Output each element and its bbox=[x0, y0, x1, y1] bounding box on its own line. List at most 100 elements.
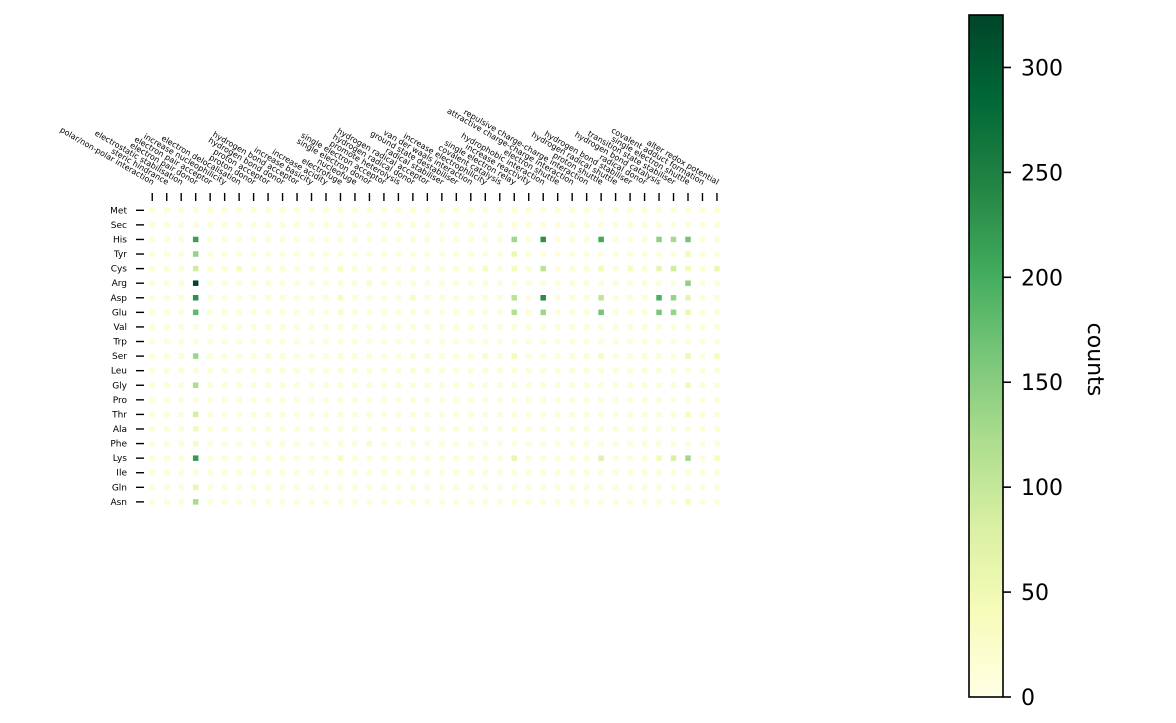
heatmap-cell bbox=[468, 367, 474, 374]
heatmap-cell bbox=[612, 499, 619, 505]
heatmap-cell bbox=[250, 251, 257, 257]
heatmap-cell bbox=[265, 338, 271, 345]
heatmap-cell bbox=[294, 295, 300, 301]
heatmap-cell bbox=[540, 411, 546, 418]
heatmap-cell bbox=[221, 397, 228, 403]
heatmap-cell bbox=[511, 499, 517, 505]
heatmap-cell bbox=[598, 499, 604, 505]
heatmap-cell bbox=[439, 265, 445, 272]
heatmap-cell bbox=[627, 295, 633, 301]
heatmap-cell bbox=[468, 324, 474, 330]
heatmap-cell bbox=[207, 469, 213, 476]
heatmap-cell bbox=[612, 309, 619, 316]
heatmap-cell bbox=[207, 295, 213, 301]
heatmap-cell bbox=[656, 265, 662, 272]
heatmap-cell bbox=[453, 353, 460, 359]
heatmap-cell bbox=[395, 455, 402, 461]
heatmap-cell bbox=[482, 382, 489, 388]
heatmap-cell bbox=[714, 353, 720, 359]
heatmap-cell bbox=[656, 426, 662, 432]
heatmap-cell bbox=[178, 411, 184, 418]
heatmap-cell bbox=[236, 309, 242, 316]
heatmap-cell bbox=[424, 499, 431, 505]
heatmap-cell bbox=[699, 469, 706, 476]
heatmap-cell bbox=[294, 338, 300, 345]
heatmap-cell bbox=[337, 426, 344, 432]
heatmap-cell bbox=[381, 207, 387, 214]
heatmap-cell bbox=[308, 484, 315, 491]
heatmap-cell bbox=[627, 426, 633, 432]
heatmap-cell bbox=[670, 324, 677, 330]
heatmap-cell bbox=[149, 455, 155, 461]
heatmap-cell bbox=[612, 440, 619, 447]
heatmap-cell bbox=[641, 236, 648, 243]
heatmap-cell bbox=[308, 469, 315, 476]
heatmap-cell bbox=[294, 426, 300, 432]
heatmap-cell bbox=[410, 499, 416, 505]
heatmap-cell bbox=[236, 411, 242, 418]
heatmap-cell bbox=[424, 265, 431, 272]
heatmap-cell bbox=[497, 499, 503, 505]
heatmap-cell bbox=[250, 236, 257, 243]
heatmap-cell bbox=[207, 353, 213, 359]
heatmap-cell bbox=[525, 353, 532, 359]
heatmap-cell bbox=[641, 455, 648, 461]
heatmap-cell bbox=[352, 499, 358, 505]
heatmap-cell bbox=[236, 455, 242, 461]
heatmap-cell bbox=[656, 455, 662, 461]
heatmap-cell bbox=[714, 207, 720, 214]
heatmap-cell bbox=[468, 426, 474, 432]
heatmap-cell bbox=[207, 222, 213, 228]
heatmap-cell bbox=[641, 499, 648, 505]
heatmap-cell bbox=[497, 295, 503, 301]
heatmap-cell bbox=[453, 295, 460, 301]
heatmap-cell bbox=[598, 411, 604, 418]
heatmap-cell bbox=[540, 251, 546, 257]
heatmap-cell bbox=[627, 469, 633, 476]
heatmap-cell bbox=[366, 280, 373, 286]
heatmap-cell bbox=[482, 455, 489, 461]
heatmap-cell bbox=[192, 295, 199, 301]
heatmap-cell bbox=[641, 265, 648, 272]
heatmap-cell bbox=[540, 309, 546, 316]
heatmap-cell bbox=[381, 295, 387, 301]
heatmap-cell bbox=[381, 324, 387, 330]
heatmap-cell bbox=[656, 295, 662, 301]
heatmap-cell bbox=[598, 382, 604, 388]
heatmap-cell bbox=[439, 469, 445, 476]
row-label: Met bbox=[110, 206, 127, 216]
heatmap-cell bbox=[554, 295, 561, 301]
heatmap-cell bbox=[337, 207, 344, 214]
heatmap-cell bbox=[468, 469, 474, 476]
heatmap-cell bbox=[583, 382, 590, 388]
heatmap-cell bbox=[192, 222, 199, 228]
heatmap-cell bbox=[149, 338, 155, 345]
heatmap-cell bbox=[453, 382, 460, 388]
heatmap-cell bbox=[641, 280, 648, 286]
heatmap-cell bbox=[163, 295, 170, 301]
heatmap-cell bbox=[337, 280, 344, 286]
heatmap-cell bbox=[192, 280, 199, 286]
heatmap-cell bbox=[149, 411, 155, 418]
heatmap-cell bbox=[511, 353, 517, 359]
colorbar-title: counts bbox=[1082, 323, 1107, 397]
heatmap-cell bbox=[149, 222, 155, 228]
heatmap-cell bbox=[569, 265, 575, 272]
heatmap-cell bbox=[424, 469, 431, 476]
heatmap-cell bbox=[641, 207, 648, 214]
heatmap-cell bbox=[352, 397, 358, 403]
heatmap-cell bbox=[525, 367, 532, 374]
heatmap-cell bbox=[366, 265, 373, 272]
heatmap-cell bbox=[294, 207, 300, 214]
heatmap-cell bbox=[265, 265, 271, 272]
heatmap-cell bbox=[583, 236, 590, 243]
heatmap-cell bbox=[497, 222, 503, 228]
heatmap-cell bbox=[395, 251, 402, 257]
heatmap-cell bbox=[395, 397, 402, 403]
heatmap-cell bbox=[366, 295, 373, 301]
heatmap-cell bbox=[395, 324, 402, 330]
heatmap-cell bbox=[207, 251, 213, 257]
heatmap-cell bbox=[265, 280, 271, 286]
heatmap-cell bbox=[511, 338, 517, 345]
heatmap-cell bbox=[525, 265, 532, 272]
